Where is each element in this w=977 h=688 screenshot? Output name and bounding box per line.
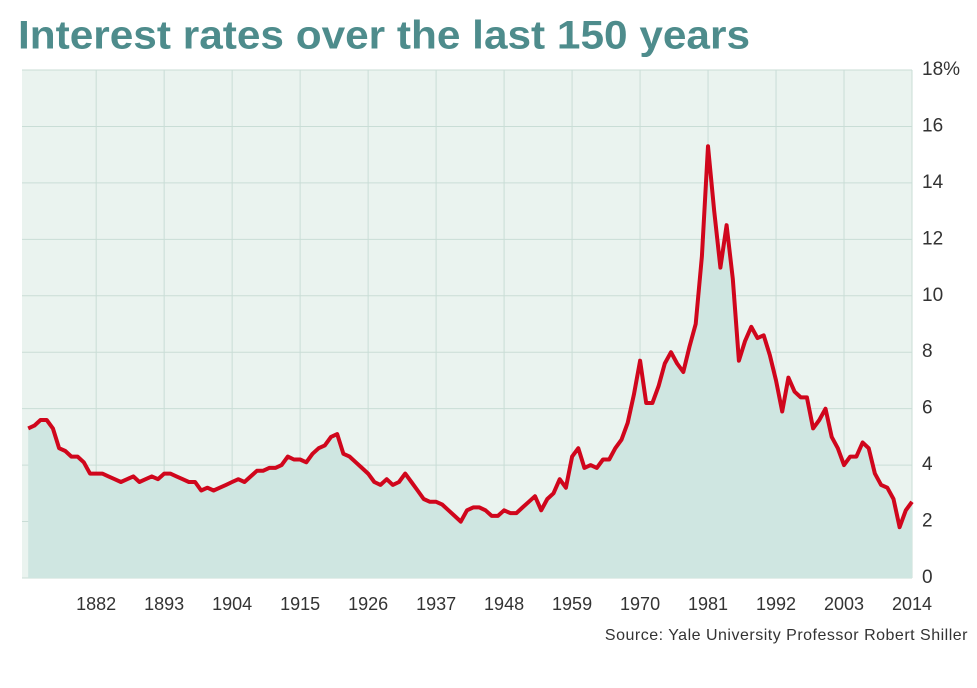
x-tick-label: 1904 [212, 594, 252, 614]
x-tick-label: 1959 [552, 594, 592, 614]
y-tick-label: 12 [922, 228, 943, 249]
x-tick-label: 1926 [348, 594, 388, 614]
x-tick-label: 1948 [484, 594, 524, 614]
y-tick-label: 16 [922, 115, 943, 136]
area [28, 146, 913, 578]
y-tick-label: 2 [922, 511, 933, 532]
source-note: Source: Yale University Professor Robert… [605, 627, 968, 644]
x-tick-label: 1893 [144, 594, 184, 614]
x-tick-label: 1937 [416, 594, 456, 614]
y-tick-label: 4 [922, 454, 933, 475]
x-tick-label: 2014 [892, 594, 932, 614]
y-tick-label: 0 [922, 567, 933, 588]
x-tick-label: 2003 [824, 594, 864, 614]
y-tick-label: 8 [922, 341, 933, 362]
y-tick-label: 14 [922, 172, 944, 193]
y-tick-label: 6 [922, 398, 933, 419]
x-tick-label: 1915 [280, 594, 320, 614]
x-tick-label: 1992 [756, 594, 796, 614]
x-tick-label: 1882 [76, 594, 116, 614]
x-tick-label: 1981 [688, 594, 728, 614]
chart-title: Interest rates over the last 150 years [18, 14, 750, 58]
x-tick-label: 1970 [620, 594, 660, 614]
y-tick-label: 10 [922, 285, 943, 306]
y-tick-label: 18% [922, 59, 960, 80]
line [27, 144, 914, 530]
